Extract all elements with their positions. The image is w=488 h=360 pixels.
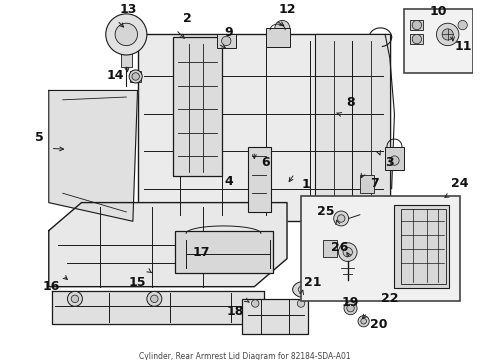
- Circle shape: [436, 23, 458, 46]
- Bar: [242, 299, 307, 334]
- Ellipse shape: [292, 281, 318, 298]
- Circle shape: [357, 316, 368, 327]
- Text: 1: 1: [301, 178, 309, 192]
- Circle shape: [343, 302, 356, 315]
- Text: 17: 17: [192, 246, 209, 258]
- Circle shape: [274, 21, 289, 35]
- Polygon shape: [51, 291, 263, 324]
- Text: 11: 11: [454, 40, 471, 53]
- Polygon shape: [49, 203, 286, 287]
- Text: 10: 10: [429, 5, 446, 18]
- Text: 21: 21: [304, 275, 321, 288]
- Bar: [322, 240, 336, 257]
- Bar: [385, 147, 403, 170]
- Circle shape: [221, 36, 230, 46]
- Text: 19: 19: [341, 296, 359, 309]
- Bar: [314, 35, 389, 221]
- Circle shape: [411, 35, 421, 44]
- Text: 25: 25: [317, 206, 334, 219]
- Circle shape: [71, 295, 79, 302]
- Bar: [173, 37, 221, 176]
- Circle shape: [441, 29, 452, 40]
- Bar: [137, 35, 389, 221]
- Polygon shape: [49, 90, 137, 221]
- Text: 16: 16: [43, 280, 60, 293]
- Text: 20: 20: [369, 318, 386, 330]
- Circle shape: [150, 295, 158, 302]
- Bar: [409, 35, 423, 44]
- Bar: [359, 175, 373, 193]
- Text: 7: 7: [370, 177, 378, 190]
- Bar: [121, 49, 132, 67]
- Ellipse shape: [298, 285, 312, 294]
- Circle shape: [457, 21, 467, 30]
- Text: 14: 14: [106, 69, 123, 82]
- Circle shape: [346, 305, 353, 312]
- Circle shape: [67, 291, 82, 306]
- Circle shape: [411, 21, 421, 30]
- Bar: [130, 71, 141, 82]
- Text: 9: 9: [224, 26, 233, 39]
- Circle shape: [115, 23, 137, 46]
- Text: 24: 24: [450, 177, 468, 190]
- Circle shape: [129, 70, 142, 83]
- Text: 22: 22: [380, 292, 398, 305]
- Text: 4: 4: [224, 175, 233, 188]
- Circle shape: [338, 243, 356, 261]
- Text: 6: 6: [261, 156, 269, 169]
- Text: 8: 8: [346, 96, 354, 109]
- Text: 12: 12: [278, 3, 295, 16]
- Bar: [394, 206, 447, 288]
- Circle shape: [146, 291, 162, 306]
- Circle shape: [251, 300, 259, 307]
- Circle shape: [389, 156, 398, 165]
- Text: 3: 3: [385, 156, 393, 169]
- Text: 13: 13: [119, 3, 137, 16]
- Bar: [400, 209, 445, 284]
- Circle shape: [337, 215, 344, 222]
- Text: 18: 18: [226, 305, 244, 318]
- Text: 15: 15: [128, 275, 146, 288]
- Bar: [247, 147, 270, 212]
- Bar: [409, 21, 423, 30]
- Text: 26: 26: [330, 241, 347, 254]
- Bar: [301, 196, 459, 301]
- Text: 2: 2: [183, 12, 191, 25]
- Circle shape: [333, 211, 348, 226]
- Bar: [217, 35, 235, 49]
- Text: 5: 5: [35, 131, 44, 144]
- Bar: [266, 28, 289, 46]
- Bar: [175, 231, 272, 273]
- Text: Cylinder, Rear Armrest Lid Diagram for 82184-SDA-A01: Cylinder, Rear Armrest Lid Diagram for 8…: [139, 352, 349, 360]
- Bar: [403, 9, 472, 73]
- Circle shape: [343, 247, 352, 257]
- Circle shape: [297, 300, 304, 307]
- Circle shape: [105, 14, 146, 55]
- Circle shape: [132, 73, 139, 80]
- Circle shape: [360, 319, 366, 324]
